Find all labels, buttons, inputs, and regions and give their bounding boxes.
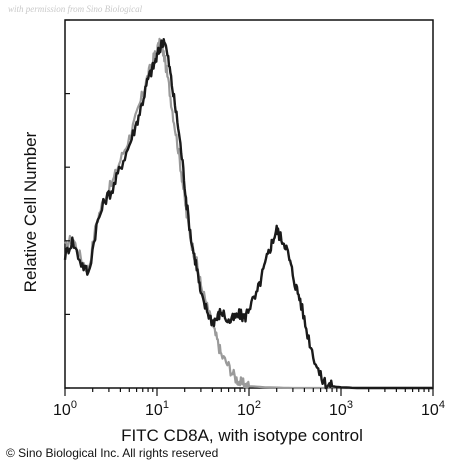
x-axis-ticks [64,388,434,396]
plot-frame [64,19,434,389]
x-tick-label: 101 [145,399,169,419]
x-axis-title: FITC CD8A, with isotype control [121,426,363,445]
y-axis-title: Relative Cell Number [21,131,40,292]
watermark-text: with permission from Sino Biological [8,4,143,14]
x-tick-label: 102 [237,399,261,419]
cd8a-series [63,38,433,390]
y-axis-ticks [65,19,70,389]
x-axis-tick-labels: 100 101 102 103 104 [53,399,445,419]
x-tick-label: 104 [421,399,445,419]
isotype-control-series [64,37,433,390]
series-layer [63,37,433,390]
x-tick-label: 103 [329,399,353,419]
copyright-text: © Sino Biological Inc. All rights reserv… [6,446,219,460]
x-tick-label: 100 [53,399,77,419]
plot-area [64,19,434,389]
